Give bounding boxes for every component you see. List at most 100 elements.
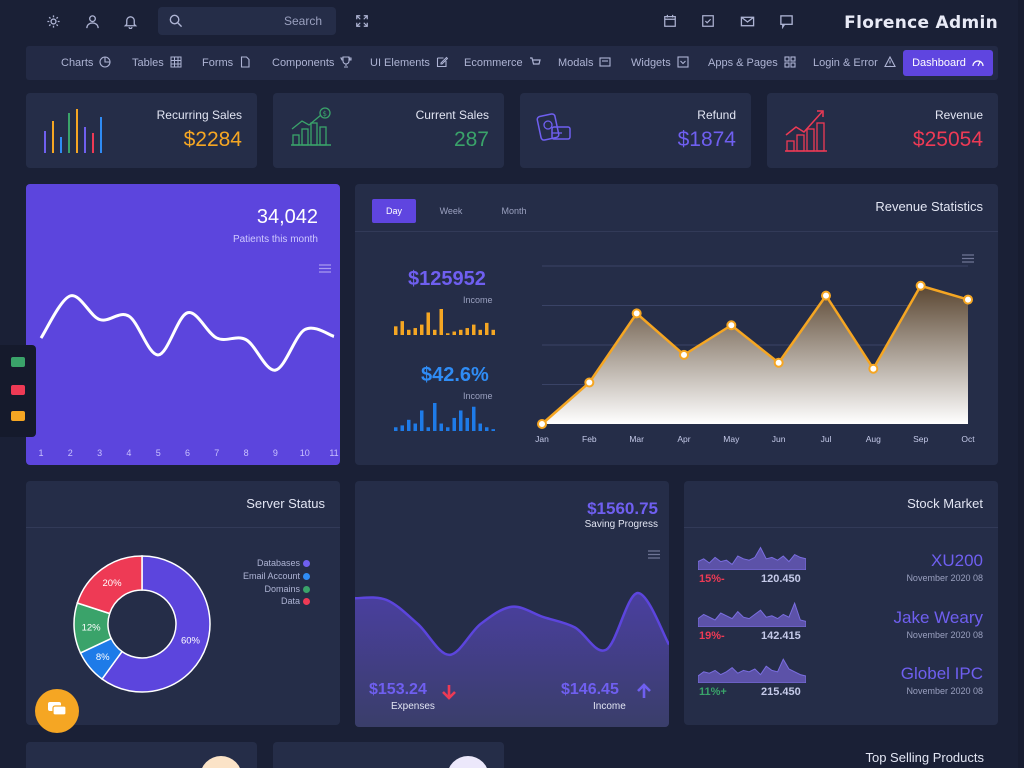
chat-button[interactable] — [35, 689, 79, 733]
legend-label: Databases — [256, 558, 300, 568]
tab-week[interactable]: Week — [439, 206, 463, 216]
tab-month[interactable]: Month — [501, 206, 527, 216]
menu-item-ui-elements[interactable]: UI Elements — [370, 46, 449, 80]
data-point — [963, 294, 973, 305]
legend-label: Data — [280, 596, 300, 606]
menu-item-apps-pages[interactable]: Apps & Pages — [708, 46, 796, 80]
stat-value: $2284 — [183, 128, 242, 151]
hamburger-icon[interactable] — [962, 250, 974, 268]
menu-item-modals[interactable]: Modals — [558, 46, 612, 80]
menu-label: Charts — [61, 57, 94, 69]
menu-item-forms[interactable]: Forms — [202, 46, 251, 80]
wallet-icon — [536, 107, 576, 152]
grid-icon — [170, 56, 182, 71]
pie-chart-icon — [99, 55, 111, 71]
money-icon[interactable] — [11, 357, 25, 367]
user-icon[interactable] — [83, 12, 101, 30]
stat-value: $25054 — [912, 128, 983, 151]
menu-item-ecommerce[interactable]: Ecommerce — [464, 46, 541, 80]
donut-slice — [100, 555, 211, 693]
tab-day[interactable]: Day — [372, 199, 416, 223]
divider — [684, 527, 998, 528]
spark-bar — [485, 427, 489, 431]
stock-value: 215.450 — [761, 686, 801, 698]
income-label: Income — [463, 391, 493, 401]
data-point — [773, 357, 784, 368]
menu-item-widgets[interactable]: Widgets — [631, 46, 689, 80]
legend-dot — [303, 559, 310, 567]
calendar-icon[interactable] — [661, 12, 679, 30]
x-tick-label: Apr — [677, 434, 690, 444]
card-title: Server Status — [246, 496, 325, 511]
server-donut-chart: 60% 8% 12% 20% — [73, 555, 211, 693]
x-tick-label: 7 — [214, 448, 219, 458]
spark-bar — [439, 423, 443, 431]
avatar — [447, 756, 489, 768]
fullscreen-icon[interactable] — [353, 12, 371, 30]
spark-bar — [459, 329, 463, 335]
period-tabs: Day Week Month — [372, 199, 542, 223]
income-value: $146.45 — [561, 681, 619, 698]
menu-item-charts[interactable]: Charts — [61, 46, 111, 80]
revenue-area — [542, 285, 968, 424]
gear-icon[interactable] — [44, 12, 62, 30]
hamburger-icon[interactable] — [648, 546, 660, 564]
patients-label: Patients this month — [232, 234, 318, 245]
stock-change: 15%- — [699, 573, 725, 585]
stat-card-refund: Refund $1874 — [520, 93, 751, 168]
arrow-down-icon — [441, 684, 457, 705]
avatar — [200, 756, 242, 768]
legend-item: Email Account — [243, 571, 310, 581]
folder-icon[interactable] — [11, 411, 25, 421]
hamburger-icon[interactable] — [319, 260, 331, 278]
spark-bar — [452, 331, 456, 335]
search-box[interactable]: Search — [158, 7, 336, 35]
bottom-card — [273, 742, 504, 768]
menu-item-components[interactable]: Components — [272, 46, 352, 80]
bottom-card — [26, 742, 257, 768]
scrollbar[interactable] — [1018, 0, 1024, 768]
spark-bar — [459, 410, 463, 431]
menu-item-tables[interactable]: Tables — [132, 46, 182, 80]
app-title: Florence Admin — [844, 13, 998, 33]
stock-sparkline — [698, 658, 806, 683]
growth-chart-icon: $ — [289, 107, 333, 152]
edit-icon — [436, 56, 449, 71]
x-tick-label: May — [723, 434, 740, 444]
spark-bar — [394, 427, 398, 431]
menu-label: Modals — [558, 57, 594, 69]
chat-icon[interactable] — [777, 12, 795, 30]
top-bar: Search Florence Admin — [0, 0, 1024, 44]
side-dock — [0, 345, 36, 437]
search-icon — [168, 13, 184, 29]
sparkline-area — [698, 546, 806, 570]
spark-bar — [478, 329, 482, 335]
menu-item-login-error[interactable]: Login & Error — [813, 46, 896, 80]
card-title: Revenue Statistics — [875, 199, 983, 214]
spark-bar — [465, 328, 469, 335]
spark-bar — [394, 326, 398, 335]
main-menu: Charts Tables Forms Components UI Elemen… — [26, 46, 998, 80]
menu-item-dashboard[interactable]: Dashboard — [903, 50, 993, 76]
income-label: Income — [593, 701, 626, 712]
stat-title: Recurring Sales — [156, 108, 242, 122]
checkbox-icon[interactable] — [699, 12, 717, 30]
patients-card: 34,042 Patients this month 1 2 3 4 5 6 7 8 9 10 11 — [26, 184, 340, 465]
spark-bar — [491, 429, 495, 431]
bars-icon — [42, 107, 112, 160]
mail-icon[interactable] — [738, 12, 756, 30]
legend-label: Email Account — [242, 571, 300, 581]
file-icon — [239, 55, 251, 71]
data-point — [537, 419, 547, 429]
stock-change: 19%- — [699, 630, 725, 642]
spark-bar — [472, 406, 476, 431]
x-tick-label: Jul — [821, 434, 832, 444]
legend-item: Databases — [257, 558, 310, 568]
search-input[interactable]: Search — [283, 14, 322, 28]
bell-icon[interactable] — [121, 12, 139, 30]
modal-icon — [599, 56, 612, 71]
trophy-icon — [340, 55, 352, 71]
gamepad-icon[interactable] — [11, 385, 25, 395]
spark-bar — [420, 324, 424, 335]
spark-bar — [439, 309, 443, 335]
